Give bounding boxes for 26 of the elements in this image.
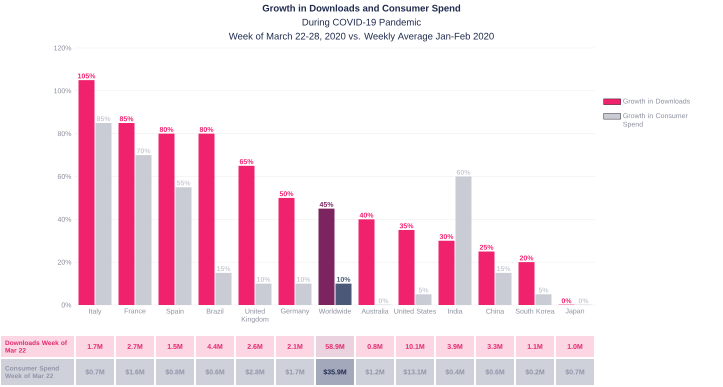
bar — [456, 176, 472, 305]
bar — [318, 208, 335, 305]
bar — [416, 294, 432, 305]
bar — [176, 187, 192, 305]
text: Week of March 22-28, 2020 vs. Weekly Average Jan-Feb 2020 — [228, 32, 494, 42]
bar — [216, 272, 232, 305]
chart-subtitle: During COVID-19 Pandemic — [302, 18, 421, 28]
bar — [96, 122, 112, 305]
bar — [118, 122, 135, 305]
bar — [496, 272, 512, 305]
bar — [78, 80, 95, 305]
bar — [296, 284, 312, 305]
bar — [198, 134, 215, 305]
bar — [278, 198, 295, 305]
chart-title: Growth in Downloads and Consumer Spend — [262, 4, 460, 14]
bar — [536, 294, 552, 305]
bar — [238, 166, 255, 305]
bar — [256, 284, 272, 305]
bar — [136, 155, 152, 305]
bar — [438, 240, 455, 305]
bar — [398, 230, 415, 305]
bar — [478, 251, 495, 305]
bar — [358, 219, 375, 305]
bar — [518, 262, 535, 305]
bar — [158, 134, 175, 305]
bar — [336, 284, 352, 305]
